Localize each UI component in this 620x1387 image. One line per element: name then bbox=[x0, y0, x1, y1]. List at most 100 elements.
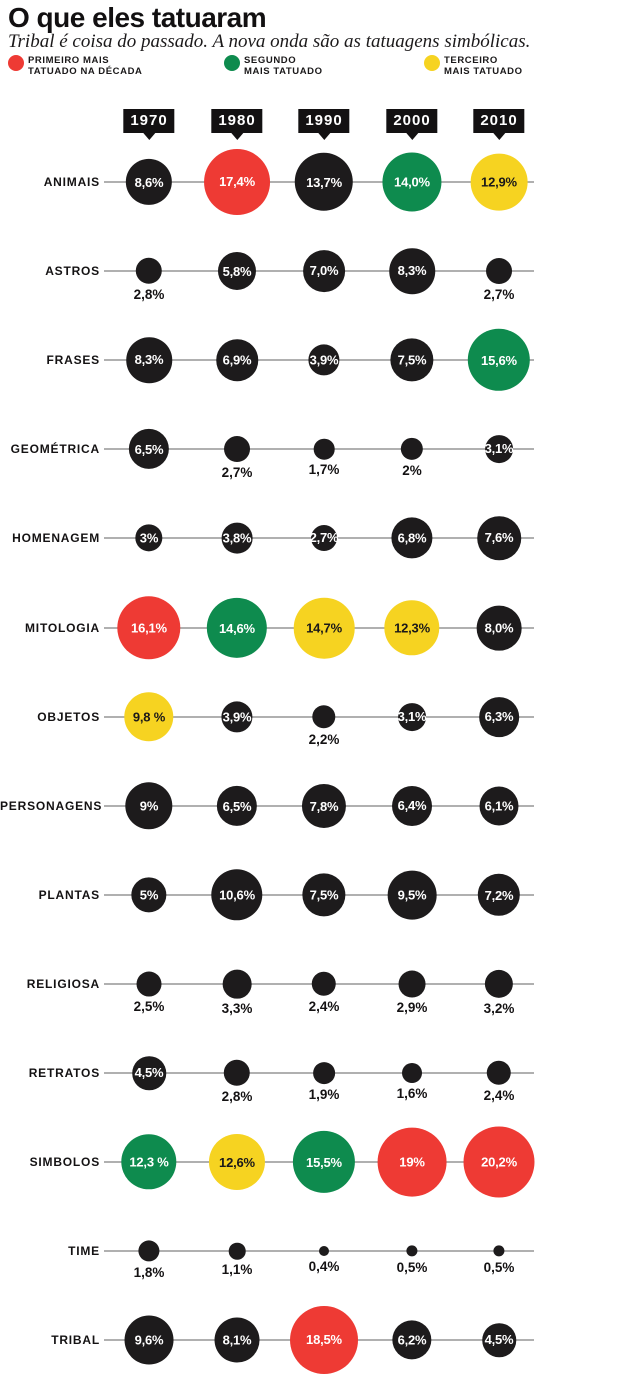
bubble bbox=[486, 1060, 512, 1086]
bubble-value: 12,9% bbox=[481, 174, 517, 190]
bubble bbox=[311, 971, 337, 997]
bubble-value: 0,5% bbox=[396, 1259, 428, 1275]
bubble-value: 4,5% bbox=[484, 1332, 514, 1348]
bubble-value: 8,0% bbox=[484, 620, 514, 636]
bubble: 15,6% bbox=[467, 328, 531, 392]
bubble bbox=[223, 1059, 251, 1087]
bubble-value: 5% bbox=[139, 887, 159, 903]
bubble-value: 1,1% bbox=[221, 1262, 253, 1278]
category-label: ASTROS bbox=[45, 264, 100, 278]
bubble-value: 3,9% bbox=[309, 352, 339, 368]
bubble: 17,4% bbox=[204, 149, 270, 215]
bubble-value: 14,6% bbox=[219, 620, 255, 636]
bubble-value: 8,3% bbox=[134, 352, 164, 368]
bubble: 6,5% bbox=[216, 785, 258, 827]
bubble: 6,9% bbox=[216, 339, 258, 381]
bubble bbox=[402, 1063, 422, 1083]
bubble: 13,7% bbox=[294, 152, 354, 212]
bubble-value: 20,2% bbox=[481, 1154, 517, 1170]
bubble-value: 9,6% bbox=[134, 1332, 164, 1348]
bubble bbox=[222, 969, 252, 999]
bubble-value: 2% bbox=[402, 463, 422, 479]
decade-badge-label: 2000 bbox=[386, 109, 438, 133]
bubble-value: 0,5% bbox=[483, 1259, 515, 1275]
bubble bbox=[400, 437, 424, 461]
bubble-value: 17,4% bbox=[219, 174, 255, 190]
category-label: PLANTAS bbox=[38, 888, 100, 902]
bubble: 4,5% bbox=[132, 1056, 166, 1090]
bubble-value: 3,1% bbox=[397, 709, 427, 725]
bubble-value: 7,5% bbox=[397, 352, 427, 368]
bubble: 8,3% bbox=[389, 248, 435, 294]
decade-badge-label: 1970 bbox=[123, 109, 175, 133]
category-label: TIME bbox=[68, 1244, 100, 1258]
bubble: 8,0% bbox=[476, 605, 522, 651]
category-label: OBJETOS bbox=[37, 710, 100, 724]
bubble-value: 3,9% bbox=[222, 709, 252, 725]
decade-badge: 1980 bbox=[211, 109, 263, 140]
bubble-value: 7,5% bbox=[309, 887, 339, 903]
bubble-value: 6,3% bbox=[484, 709, 514, 725]
legend-dot-icon bbox=[424, 55, 440, 71]
bubble-value: 8,3% bbox=[397, 263, 427, 279]
legend-label: SEGUNDO MAIS TATUADO bbox=[244, 55, 323, 77]
bubble: 5% bbox=[131, 877, 167, 913]
bubble: 7,8% bbox=[301, 783, 347, 829]
bubble-value: 2,5% bbox=[133, 999, 165, 1015]
category-label: SIMBOLOS bbox=[29, 1155, 100, 1169]
category-label: PERSONAGENS bbox=[0, 799, 103, 813]
bubble: 4,5% bbox=[482, 1323, 516, 1357]
category-label: TRIBAL bbox=[51, 1333, 100, 1347]
category-label: RELIGIOSA bbox=[26, 977, 100, 991]
bubble-value: 2,7% bbox=[483, 286, 515, 302]
bubble bbox=[312, 705, 336, 729]
bubble: 6,3% bbox=[479, 697, 519, 737]
bubble: 20,2% bbox=[463, 1126, 535, 1198]
bubble: 6,5% bbox=[128, 428, 170, 470]
bubble-value: 7,0% bbox=[309, 263, 339, 279]
bubble: 8,1% bbox=[214, 1317, 260, 1363]
bubble-value: 2,4% bbox=[483, 1088, 515, 1104]
bubble-value: 2,4% bbox=[308, 999, 340, 1015]
bubble bbox=[224, 436, 250, 462]
bubble-value: 18,5% bbox=[306, 1332, 342, 1348]
bubble bbox=[313, 1062, 335, 1084]
category-label: ANIMAIS bbox=[43, 175, 100, 189]
bubble: 7,6% bbox=[477, 516, 521, 560]
bubble-value: 14,0% bbox=[394, 174, 430, 190]
bubble bbox=[228, 1242, 246, 1260]
bubble-value: 14,7% bbox=[306, 620, 342, 636]
legend-dot-icon bbox=[224, 55, 240, 71]
bubble bbox=[493, 1245, 505, 1257]
bubble bbox=[313, 438, 335, 460]
bubble: 2,7% bbox=[310, 525, 339, 551]
bubble: 7,0% bbox=[303, 250, 345, 292]
bubble: 3,9% bbox=[308, 344, 340, 376]
bubble-value: 3,2% bbox=[483, 1001, 515, 1017]
page-title: O que eles tatuaram bbox=[8, 2, 267, 33]
bubble: 16,1% bbox=[117, 596, 181, 660]
bubble-value: 2,7% bbox=[221, 464, 253, 480]
bubble: 9,5% bbox=[387, 870, 437, 920]
bubble bbox=[484, 969, 514, 999]
bubble: 6,1% bbox=[479, 786, 519, 826]
bubble-value: 3,3% bbox=[221, 1001, 253, 1017]
bubble: 9,8 % bbox=[124, 692, 174, 742]
bubble bbox=[138, 1240, 160, 1262]
decade-badge: 1970 bbox=[123, 109, 175, 140]
legend-label: PRIMEIRO MAIS TATUADO NA DÉCADA bbox=[28, 55, 143, 77]
bubble-value: 1,8% bbox=[133, 1264, 165, 1280]
bubble-value: 6,8% bbox=[397, 530, 427, 546]
category-label: RETRATOS bbox=[28, 1066, 100, 1080]
bubble-value: 1,7% bbox=[308, 462, 340, 478]
bubble-value: 8,6% bbox=[134, 174, 164, 190]
bubble-value: 0,4% bbox=[308, 1258, 340, 1274]
bubble bbox=[486, 258, 512, 284]
bubble: 9,6% bbox=[124, 1315, 174, 1365]
category-label: MITOLOGIA bbox=[25, 621, 100, 635]
bubble: 12,6% bbox=[208, 1133, 266, 1191]
bubble: 18,5% bbox=[290, 1306, 358, 1374]
bubble-value: 6,5% bbox=[134, 441, 164, 457]
decade-badge: 1990 bbox=[298, 109, 350, 140]
